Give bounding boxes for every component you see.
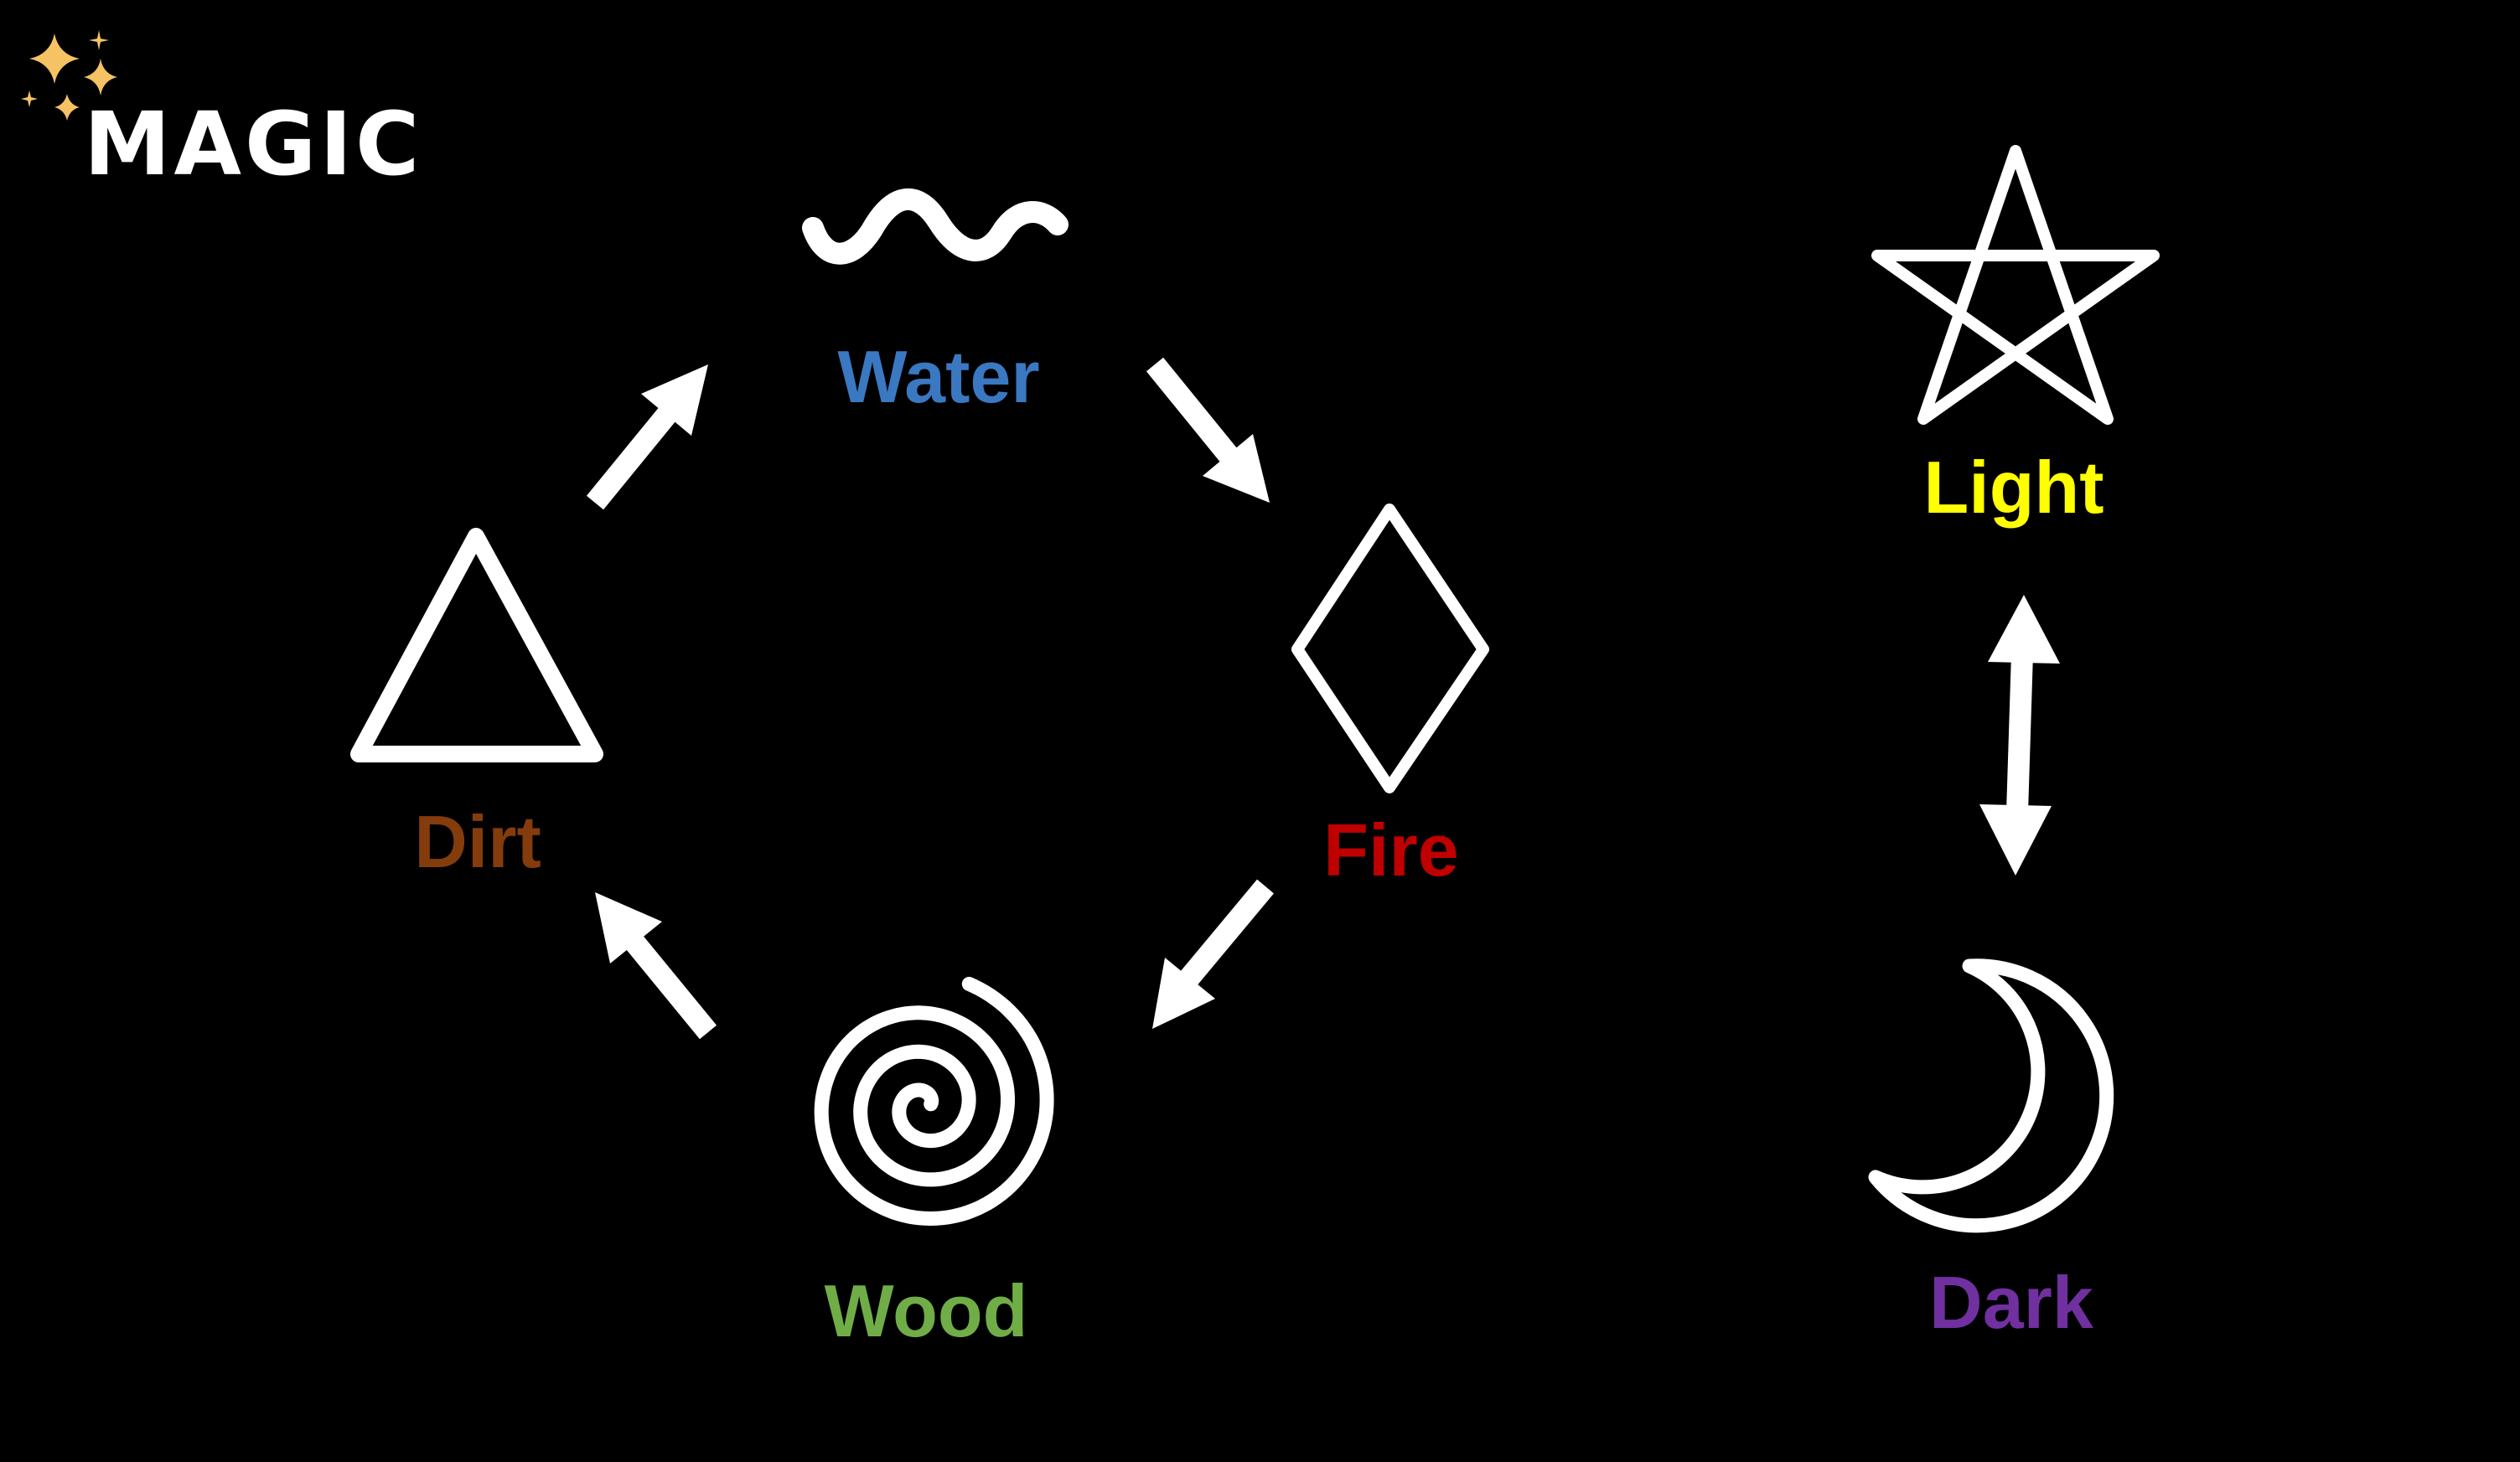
title: MAGIC (84, 93, 422, 195)
arrow-fire-to-wood (1152, 879, 1274, 1029)
diamond-icon (1291, 504, 1489, 793)
fire-label: Fire (1323, 808, 1458, 891)
wood-label: Wood (825, 1269, 1028, 1352)
light-label: Light (1923, 446, 2103, 529)
spiral-icon (814, 976, 1054, 1226)
triangle-icon (350, 528, 603, 762)
wave-icon (802, 189, 1069, 265)
sparkles-icon (21, 30, 117, 121)
arrow-dirt-to-water (586, 364, 708, 510)
crescent-moon-icon (1868, 958, 2114, 1233)
arrow-light-dark (1979, 595, 2060, 876)
arrow-water-to-fire (1146, 357, 1270, 503)
arrow-wood-to-dirt (595, 892, 717, 1040)
pentagram-icon (1871, 145, 2160, 425)
dark-label: Dark (1929, 1261, 2094, 1344)
water-label: Water (837, 335, 1039, 418)
dirt-label: Dirt (414, 800, 541, 883)
